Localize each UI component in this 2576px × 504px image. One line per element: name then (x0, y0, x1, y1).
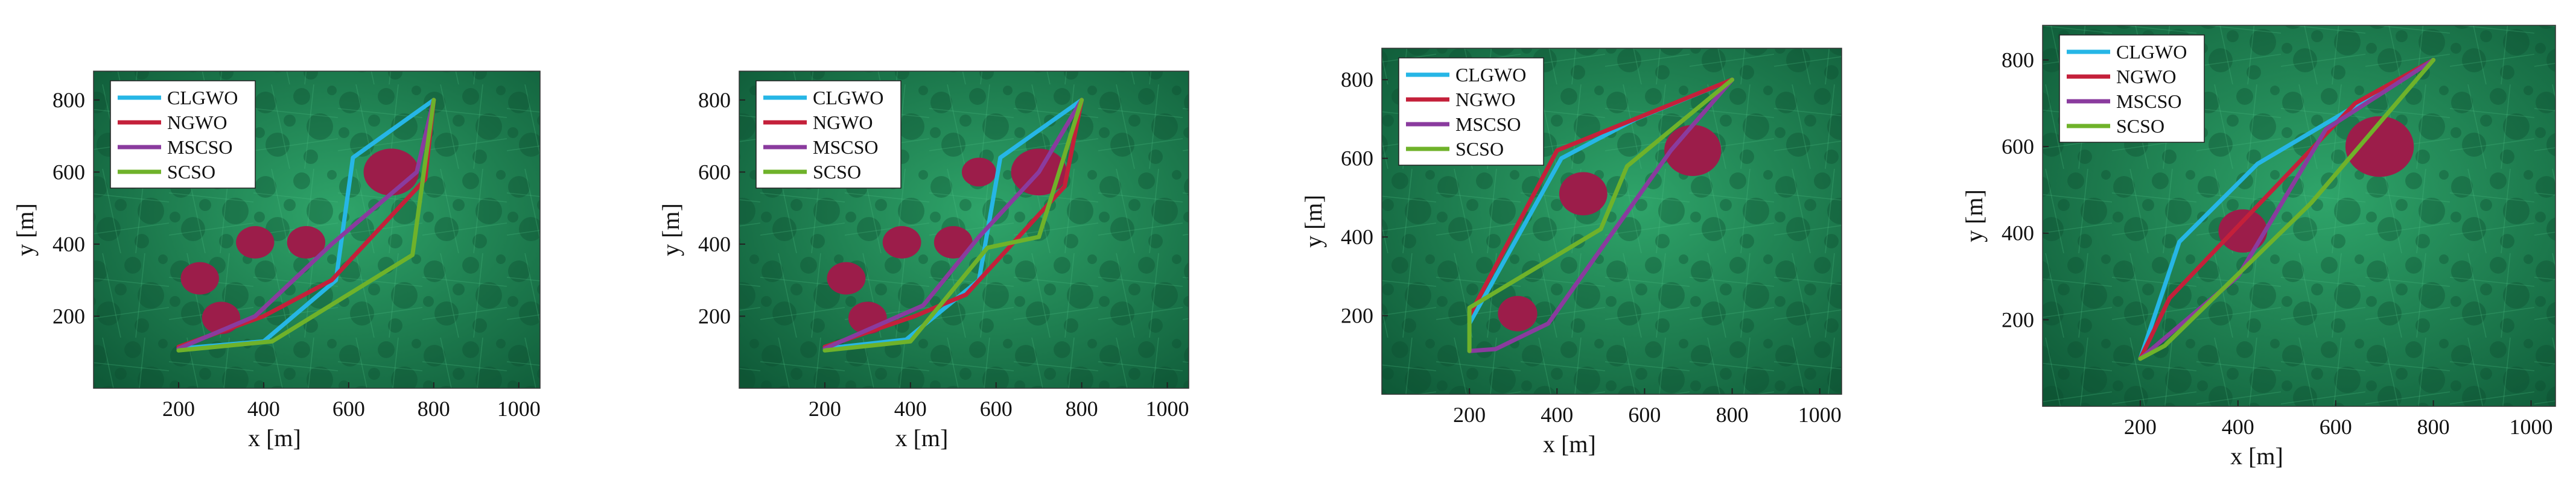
x-tick-label: 800 (418, 397, 450, 421)
obstacle-3 (882, 226, 921, 259)
legend-label-clgwo: CLGWO (813, 87, 883, 109)
obstacle-1 (2218, 209, 2268, 253)
legend: CLGWO NGWO MSCSO SCSO (2059, 34, 2205, 143)
y-tick-label: 200 (52, 304, 85, 328)
y-tick-label: 200 (2002, 307, 2034, 332)
obstacle-2 (1559, 172, 1608, 216)
series-line-ngwo (2138, 57, 2436, 361)
y-tick-label: 800 (1341, 68, 1373, 92)
y-tick-label: 600 (698, 160, 731, 184)
legend-label-clgwo: CLGWO (167, 87, 238, 109)
x-tick-label: 400 (247, 397, 280, 421)
y-tick-label: 400 (698, 232, 731, 256)
obstacle-2 (2345, 116, 2414, 177)
legend-label-mscso: MSCSO (813, 136, 879, 158)
series-line-mscso (2138, 57, 2436, 361)
y-tick-label: 600 (52, 160, 85, 184)
obstacle-1 (180, 262, 219, 295)
x-tick-label: 400 (1541, 403, 1573, 427)
x-tick-label: 600 (980, 397, 1013, 421)
series-line-scso (822, 98, 1084, 353)
obstacle-5 (363, 148, 419, 196)
obstacle-1 (827, 262, 866, 295)
legend-label-ngwo: NGWO (2116, 66, 2177, 87)
y-tick-label: 600 (2002, 134, 2034, 159)
series-line-mscso (1467, 77, 1735, 353)
y-tick-label: 400 (2002, 221, 2034, 245)
legend-label-scso: SCSO (2116, 115, 2164, 137)
legend-label-clgwo: CLGWO (1455, 64, 1526, 86)
x-tick-label: 1000 (1146, 397, 1189, 421)
legend-label-mscso: MSCSO (1455, 113, 1521, 135)
x-tick-label: 200 (809, 397, 841, 421)
y-axis-label: y [m] (1961, 189, 1988, 242)
legend-label-clgwo: CLGWO (2116, 41, 2187, 63)
x-tick-label: 200 (1453, 403, 1486, 427)
series-line-scso (1467, 77, 1735, 353)
y-tick-label: 800 (698, 88, 731, 112)
x-tick-label: 600 (1628, 403, 1661, 427)
x-tick-label: 800 (1716, 403, 1749, 427)
x-tick-label: 600 (332, 397, 365, 421)
x-tick-label: 800 (2417, 415, 2450, 439)
series-line-ngwo (822, 98, 1084, 349)
x-tick-label: 1000 (2510, 415, 2553, 439)
series-line-ngwo (1467, 77, 1735, 318)
legend: CLGWO NGWO MSCSO SCSO (110, 80, 256, 189)
y-tick-label: 800 (52, 88, 85, 112)
legend: CLGWO NGWO MSCSO SCSO (1398, 57, 1544, 166)
x-tick-label: 200 (162, 397, 195, 421)
chart-panel-3: 200 400 600 800 1000 200 400 600 800 x [m] y [m] CL… (1300, 48, 1842, 458)
x-axis-label: x [m] (1543, 430, 1596, 458)
legend-label-scso: SCSO (1455, 138, 1504, 160)
y-tick-label: 200 (1341, 304, 1373, 328)
obstacle-4 (287, 226, 326, 259)
obstacle-1 (1498, 295, 1538, 332)
y-tick-label: 800 (2002, 48, 2034, 72)
y-axis-label: y [m] (1300, 195, 1327, 248)
x-tick-label: 1000 (1798, 403, 1842, 427)
x-tick-label: 800 (1066, 397, 1098, 421)
series-line-scso (176, 98, 436, 353)
obstacle-3 (236, 226, 275, 259)
chart-panel-1: 200 400 600 800 1000 200 400 600 800 x [m] y [m] CL… (11, 71, 541, 452)
plot-frame (739, 71, 1189, 389)
x-tick-label: 400 (894, 397, 927, 421)
series-line-mscso (822, 98, 1084, 351)
x-axis-label: x [m] (895, 424, 949, 452)
y-tick-label: 400 (1341, 225, 1373, 249)
legend-label-ngwo: NGWO (813, 112, 873, 133)
legend-label-mscso: MSCSO (167, 136, 233, 158)
y-tick-label: 600 (1341, 146, 1373, 171)
legend-label-scso: SCSO (167, 161, 215, 183)
legend-label-ngwo: NGWO (167, 112, 227, 133)
plot-frame (2042, 25, 2556, 407)
chart-panel-4: 200 400 600 800 1000 200 400 600 800 x [m] y [m] CL… (1961, 25, 2556, 470)
y-tick-label: 200 (698, 304, 731, 328)
obstacle-4 (933, 226, 973, 259)
x-tick-label: 600 (2320, 415, 2352, 439)
legend: CLGWO NGWO MSCSO SCSO (755, 80, 902, 189)
chart-panel-2: 200 400 600 800 1000 200 400 600 800 x [m] y [m] CL… (657, 71, 1189, 452)
plot-frame (1381, 48, 1842, 395)
y-axis-label: y [m] (657, 203, 684, 256)
x-tick-label: 200 (2124, 415, 2157, 439)
obstacle-3 (1664, 125, 1722, 176)
series-line-mscso (176, 98, 436, 351)
x-axis-label: x [m] (2230, 443, 2283, 470)
x-tick-label: 400 (2222, 415, 2254, 439)
plot-frame (93, 71, 541, 389)
x-tick-label: 1000 (497, 397, 541, 421)
x-axis-label: x [m] (248, 424, 301, 452)
obstacle-5 (961, 157, 996, 187)
series-line-scso (2138, 57, 2436, 361)
legend-label-ngwo: NGWO (1455, 89, 1516, 110)
y-axis-label: y [m] (11, 203, 39, 256)
y-tick-label: 400 (52, 232, 85, 256)
legend-label-scso: SCSO (813, 161, 861, 183)
legend-label-mscso: MSCSO (2116, 90, 2182, 112)
